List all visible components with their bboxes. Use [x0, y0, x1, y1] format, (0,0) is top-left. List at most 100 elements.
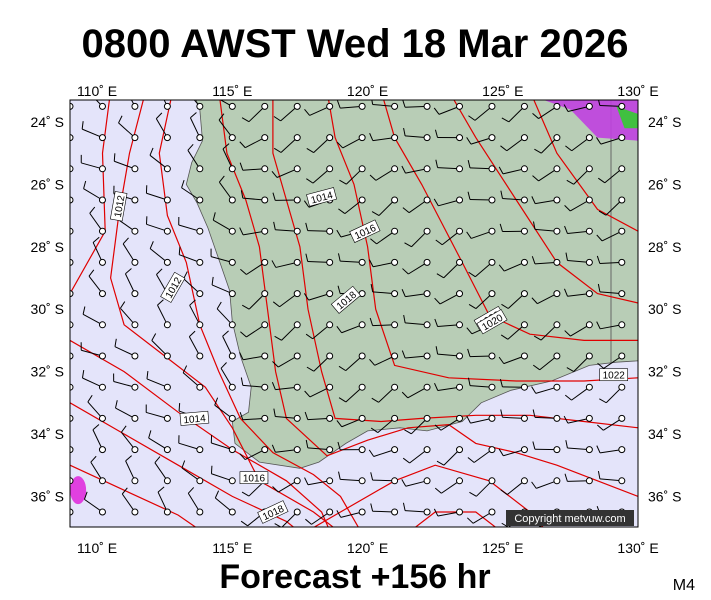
- wind-barb: [179, 254, 201, 263]
- station: [553, 477, 561, 485]
- station: [520, 352, 528, 360]
- wind-barb: [469, 167, 493, 170]
- wind-barb: [275, 386, 298, 391]
- wind-barb: [189, 117, 201, 138]
- wind-barb: [271, 260, 277, 268]
- station: [391, 258, 399, 266]
- wind-barb: [312, 324, 330, 340]
- wind-barb: [222, 143, 230, 150]
- station: [423, 196, 431, 204]
- wind-barb: [210, 256, 233, 263]
- wind-barb: [188, 330, 196, 338]
- station: [163, 414, 171, 422]
- station: [293, 196, 301, 204]
- wind-barb: [373, 449, 395, 458]
- station: [423, 477, 431, 485]
- station: [293, 165, 301, 173]
- wind-barb: [157, 304, 168, 326]
- isobar-label-box: [179, 410, 210, 426]
- station: [326, 227, 334, 235]
- wind-barb: [338, 397, 347, 403]
- isobar-label: 1022: [603, 371, 626, 382]
- isobar-label-box: [476, 309, 508, 335]
- station: [163, 446, 171, 454]
- wind-barb: [567, 447, 590, 451]
- wind-barb: [146, 192, 168, 201]
- wind-barb: [114, 346, 136, 357]
- isobar: [383, 100, 638, 341]
- wind-barb: [596, 255, 601, 264]
- station: [261, 352, 269, 360]
- lon-label-top: 125˚ E: [482, 83, 523, 99]
- wind-barb: [240, 190, 244, 199]
- wind-barb: [157, 299, 164, 306]
- station: [520, 321, 528, 329]
- model-code: M4: [673, 577, 695, 594]
- isobar-label-group: 1020: [476, 309, 508, 335]
- station: [228, 352, 236, 360]
- isobar-label: 1014: [183, 413, 207, 426]
- wind-barb: [339, 179, 347, 185]
- isobar-label: 1012: [113, 194, 128, 218]
- station: [98, 352, 106, 360]
- wind-barb: [401, 289, 406, 297]
- station: [196, 321, 204, 329]
- station: [70, 383, 74, 391]
- wind-barb: [564, 225, 568, 234]
- wind-barb: [434, 487, 442, 494]
- wind-barb: [564, 205, 571, 212]
- wind-barb: [345, 386, 363, 403]
- wind-barb: [538, 168, 558, 182]
- station: [618, 165, 626, 173]
- wind-barb: [439, 293, 460, 305]
- wind-barb: [467, 377, 471, 386]
- wind-barb: [279, 293, 298, 308]
- wind-barb: [565, 145, 573, 152]
- station: [488, 227, 496, 235]
- station: [228, 196, 236, 204]
- wind-barb: [216, 301, 222, 310]
- wind-barb: [599, 398, 607, 404]
- wind-barb: [239, 352, 244, 360]
- wind-barb: [344, 199, 363, 214]
- station: [358, 196, 366, 204]
- wind-barb: [570, 199, 590, 212]
- wind-barb: [149, 248, 168, 263]
- wind-barb: [114, 160, 136, 170]
- wind-barb: [187, 493, 201, 513]
- wind-barb: [372, 137, 395, 142]
- wind-barb: [468, 115, 476, 121]
- station: [228, 102, 236, 110]
- wind-barb: [441, 480, 460, 494]
- station: [585, 165, 593, 173]
- wind-barb: [596, 445, 601, 454]
- wind-barb: [571, 137, 590, 152]
- station: [131, 446, 139, 454]
- station: [228, 446, 236, 454]
- wind-barb: [242, 355, 265, 361]
- station: [391, 196, 399, 204]
- station: [131, 102, 139, 110]
- wind-barb: [214, 397, 219, 406]
- station: [391, 383, 399, 391]
- wind-barb: [596, 321, 601, 330]
- station: [326, 134, 334, 142]
- station: [358, 446, 366, 454]
- wind-barb: [219, 100, 233, 107]
- rain-patch: [543, 100, 638, 141]
- wind-barb: [502, 416, 525, 419]
- station: [131, 258, 139, 266]
- station: [488, 446, 496, 454]
- isobar-label-box: [306, 187, 338, 207]
- wind-barb: [402, 268, 409, 275]
- wind-barb: [468, 271, 476, 278]
- wind-barb: [275, 415, 298, 419]
- station: [520, 414, 528, 422]
- wind-barb: [536, 480, 558, 489]
- wind-barb: [118, 122, 136, 138]
- wind-barb: [402, 207, 410, 214]
- wind-barb: [306, 366, 315, 372]
- wind-barb: [242, 168, 265, 171]
- station: [423, 383, 431, 391]
- wind-barb: [566, 367, 575, 372]
